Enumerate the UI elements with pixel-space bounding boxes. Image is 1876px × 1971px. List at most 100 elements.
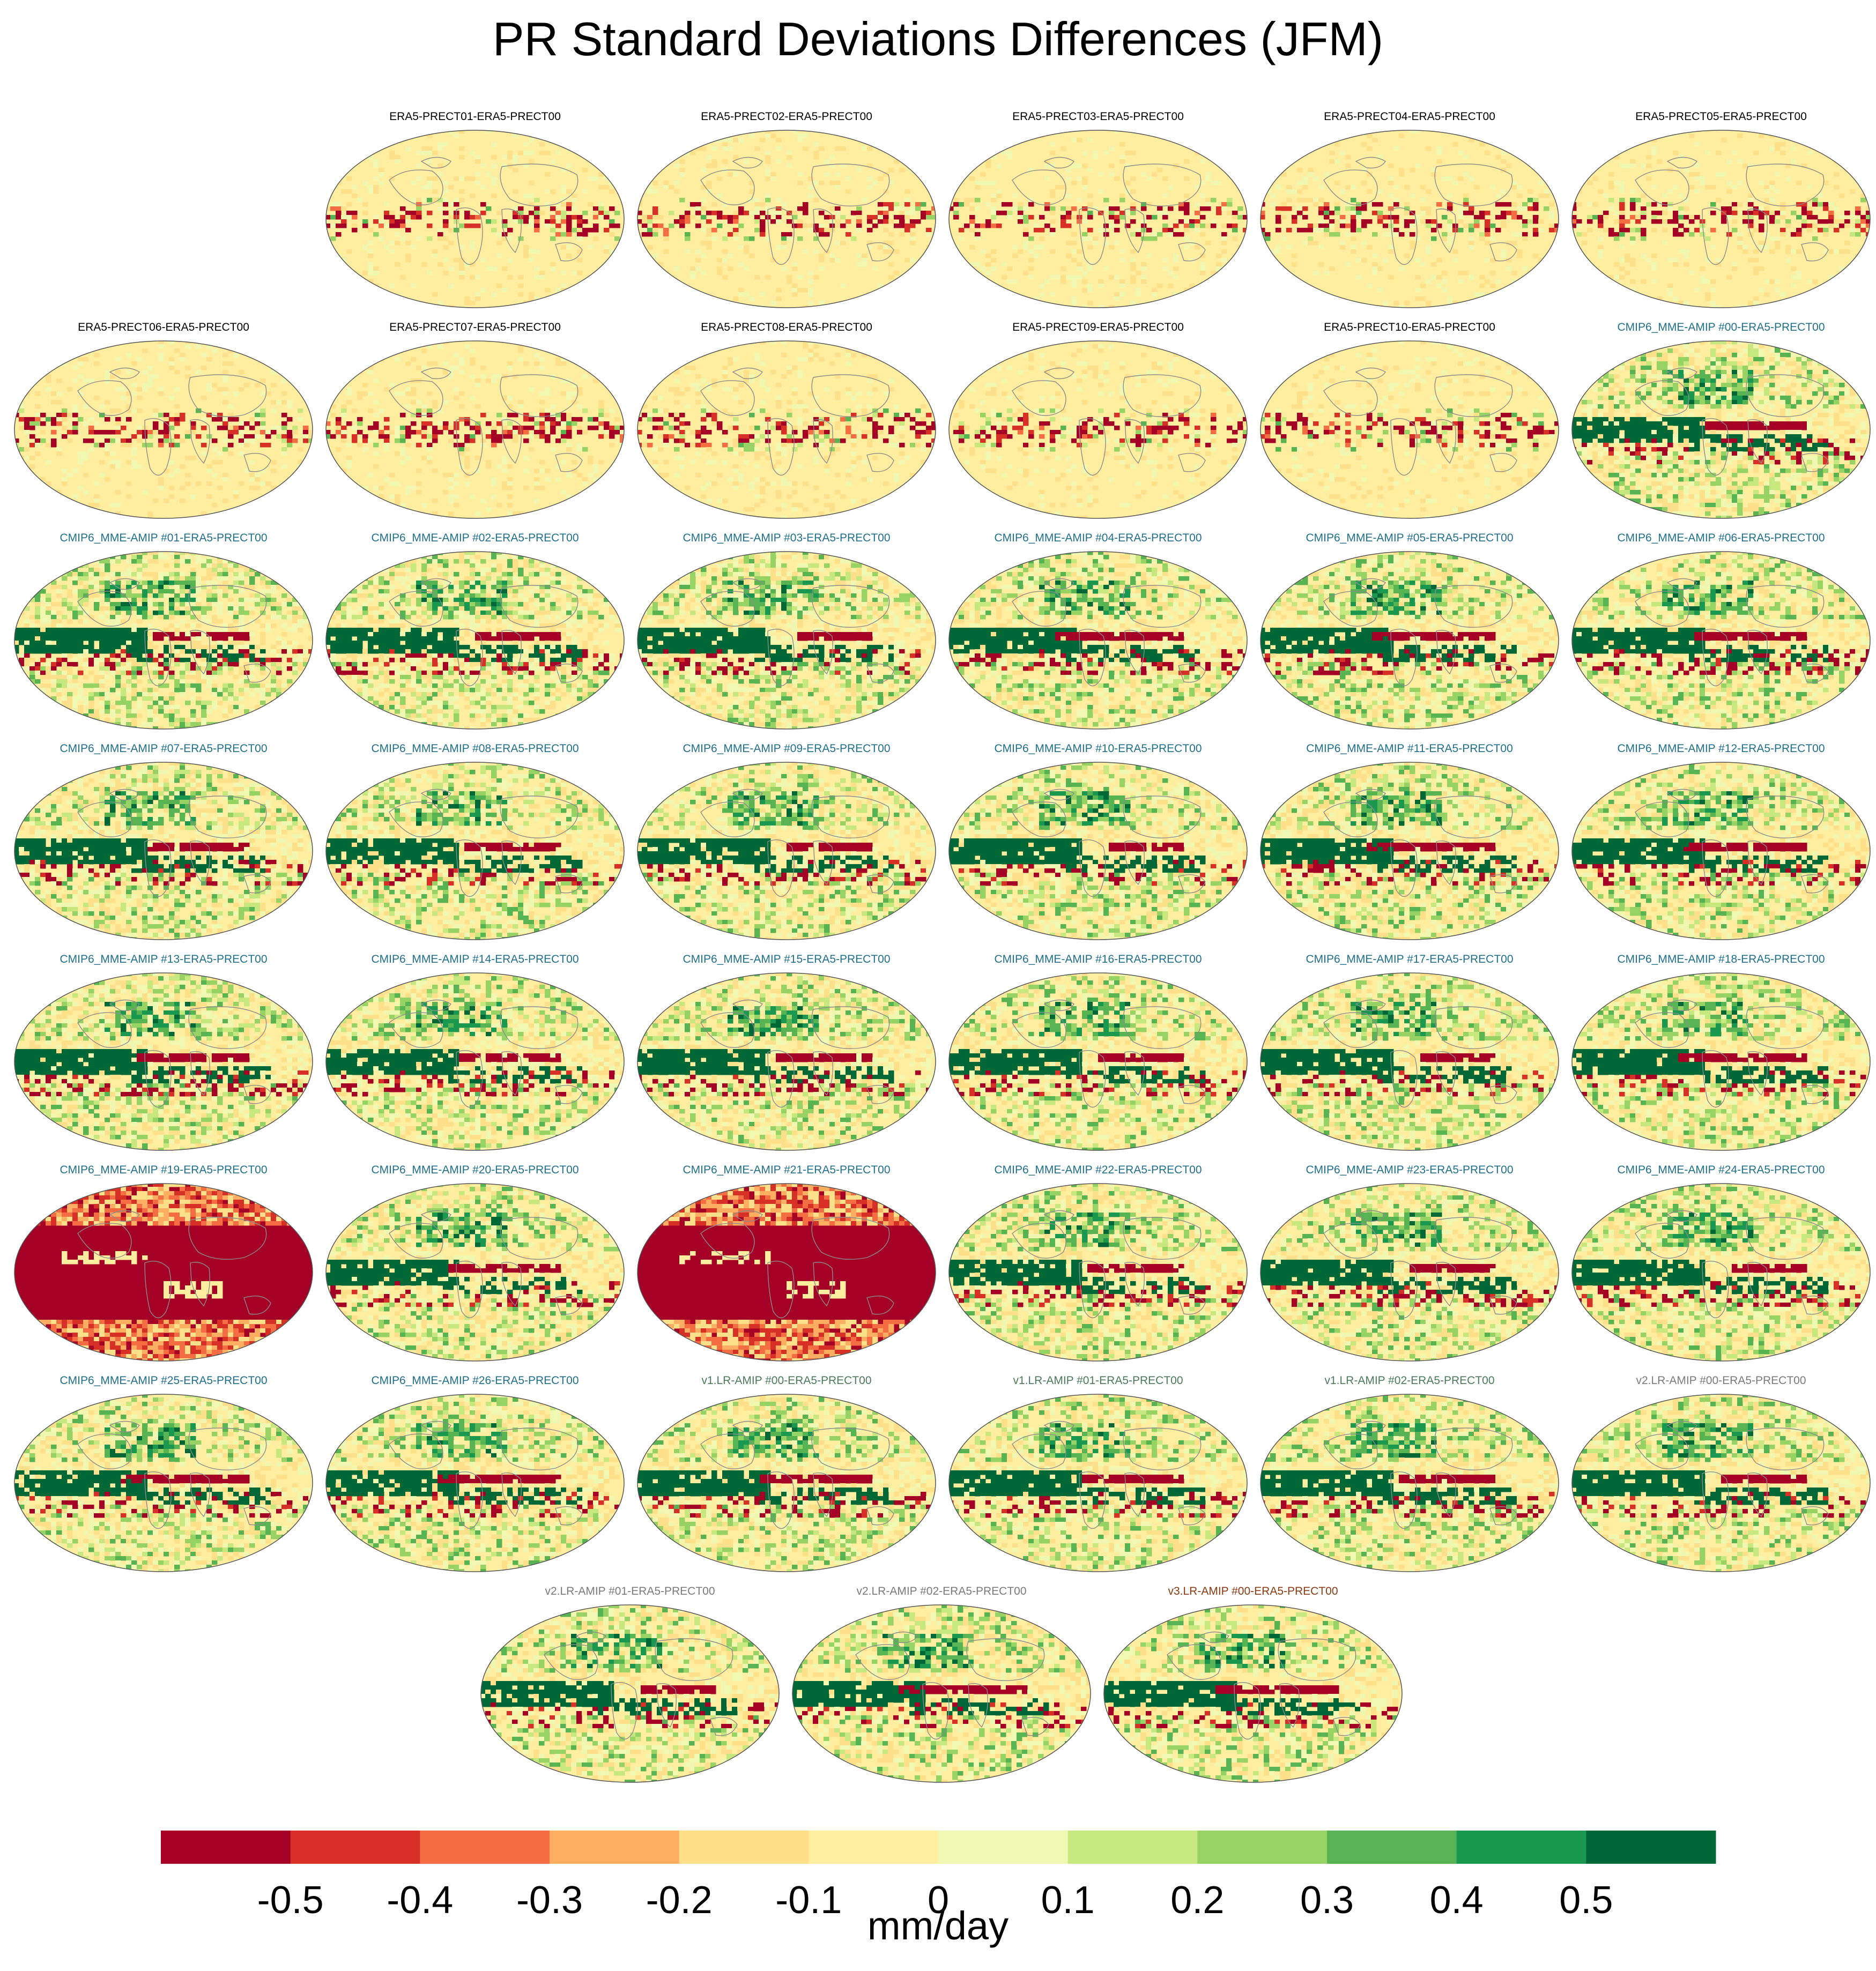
field-cell	[1442, 279, 1448, 284]
field-cell	[566, 341, 572, 345]
field-cell	[851, 499, 857, 503]
field-cell	[1431, 262, 1437, 267]
field-cell	[1189, 400, 1195, 405]
field-cell	[781, 481, 787, 486]
field-cell	[1517, 206, 1523, 211]
field-cell	[1119, 503, 1125, 508]
field-cell	[1168, 206, 1174, 211]
field-cell	[1785, 224, 1791, 228]
field-cell	[749, 198, 755, 203]
field-cell	[502, 236, 508, 241]
field-cell	[1791, 146, 1797, 151]
field-cell	[539, 413, 545, 418]
field-cell	[1130, 301, 1136, 306]
field-cell	[336, 232, 342, 237]
field-cell	[1162, 194, 1168, 198]
field-cell	[856, 404, 862, 409]
field-cell	[1769, 305, 1775, 308]
field-cell	[362, 447, 368, 452]
field-cell	[432, 249, 438, 254]
coastline	[1124, 419, 1145, 464]
field-cell	[904, 413, 910, 418]
field-cell	[443, 361, 449, 366]
field-cell	[711, 202, 717, 207]
field-cell	[878, 176, 884, 181]
field-cell	[1522, 305, 1528, 308]
field-cell	[824, 417, 830, 422]
field-cell	[67, 438, 73, 443]
field-cell	[1469, 176, 1474, 181]
field-cell	[169, 396, 175, 400]
field-cell	[894, 159, 900, 164]
field-cell	[1146, 460, 1152, 465]
field-cell	[1077, 176, 1082, 181]
field-cell	[1018, 426, 1024, 430]
field-cell	[1281, 236, 1287, 241]
field-cell	[1260, 288, 1265, 293]
field-cell	[701, 430, 707, 435]
field-cell	[1334, 413, 1340, 418]
field-cell	[24, 503, 30, 508]
field-cell	[1748, 202, 1754, 207]
field-cell	[1522, 219, 1528, 224]
field-cell	[1313, 241, 1319, 246]
field-cell	[201, 396, 207, 400]
field-cell	[395, 305, 401, 308]
field-cell	[341, 219, 347, 224]
field-cell	[550, 430, 556, 435]
field-cell	[588, 511, 594, 516]
field-cell	[443, 236, 449, 241]
field-cell	[637, 211, 642, 215]
field-cell	[40, 344, 46, 349]
field-cell	[292, 507, 298, 512]
field-cell	[1775, 219, 1781, 224]
field-cell	[1087, 168, 1093, 173]
field-cell	[1807, 292, 1813, 297]
field-cell	[1189, 138, 1195, 143]
field-cell	[642, 404, 648, 409]
field-cell	[400, 451, 406, 456]
field-cell	[695, 266, 701, 271]
field-cell	[1109, 477, 1115, 482]
field-cell	[1195, 464, 1200, 469]
field-cell	[728, 361, 733, 366]
field-cell	[1431, 168, 1437, 173]
field-cell	[975, 224, 981, 228]
field-cell	[389, 224, 395, 228]
field-cell	[1152, 460, 1158, 465]
field-cell	[996, 224, 1002, 228]
field-cell	[550, 138, 556, 143]
field-cell	[534, 211, 540, 215]
field-cell	[362, 434, 368, 439]
field-cell	[470, 396, 476, 400]
field-cell	[915, 430, 921, 435]
field-cell	[1152, 370, 1158, 375]
field-cell	[459, 443, 465, 448]
field-cell	[985, 271, 991, 276]
field-cell	[1050, 430, 1056, 435]
field-cell	[1162, 215, 1168, 220]
field-cell	[674, 417, 680, 422]
field-cell	[701, 443, 707, 448]
map-panel: ERA5-PRECT09-ERA5-PRECT00	[943, 321, 1254, 522]
field-cell	[1404, 383, 1410, 388]
field-cell	[158, 438, 164, 443]
field-cell	[1426, 224, 1432, 228]
field-cell	[83, 490, 89, 495]
field-cell	[1420, 219, 1426, 224]
field-cell	[1329, 211, 1335, 215]
field-cell	[1785, 176, 1791, 181]
field-cell	[1318, 262, 1324, 267]
field-cell	[797, 503, 803, 508]
field-cell	[260, 481, 266, 486]
field-cell	[862, 499, 867, 503]
field-cell	[255, 477, 261, 482]
field-cell	[19, 361, 25, 366]
field-cell	[701, 168, 707, 173]
field-cell	[663, 421, 669, 426]
field-cell	[1538, 296, 1544, 301]
field-cell	[131, 447, 137, 452]
field-cell	[679, 413, 685, 418]
field-cell	[690, 202, 696, 207]
field-cell	[1619, 258, 1625, 263]
